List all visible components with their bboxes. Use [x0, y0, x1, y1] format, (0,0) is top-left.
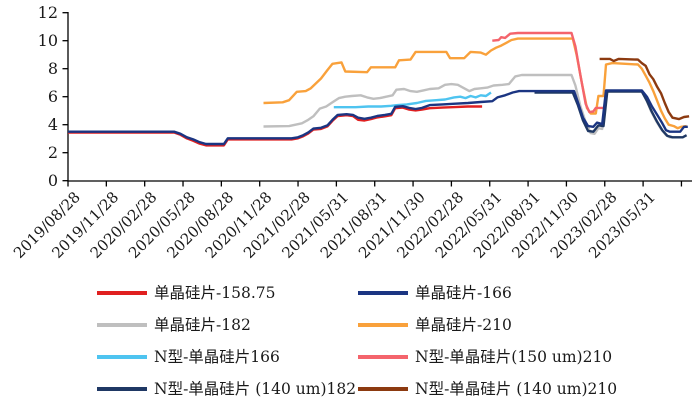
series-line [263, 73, 682, 139]
legend-line-swatch [97, 291, 147, 295]
legend-label: 单晶硅片-210 [415, 316, 512, 334]
y-axis-label: 4 [48, 115, 58, 134]
legend-line-swatch [358, 323, 408, 327]
y-axis-label: 0 [48, 171, 58, 190]
y-axis-label: 6 [48, 87, 58, 106]
y-axis-label: 2 [48, 143, 58, 162]
legend-line-swatch [358, 291, 408, 295]
legend-label: 单晶硅片-158.75 [154, 284, 276, 302]
legend-line-swatch [358, 387, 408, 391]
legend-item: N型-单晶硅片 (140 um)210 [358, 379, 617, 399]
legend-item: N型-单晶硅片(150 um)210 [358, 347, 612, 367]
y-axis-label: 12 [38, 3, 58, 22]
legend-label: N型-单晶硅片 (140 um)210 [415, 380, 618, 398]
legend-line-swatch [97, 323, 147, 327]
legend-label: N型-单晶硅片166 [154, 348, 280, 366]
price-line-chart: 0246810122019/08/282019/11/282020/02/282… [10, 3, 692, 262]
y-axis-label: 10 [38, 31, 58, 50]
legend-line-swatch [358, 355, 408, 359]
series-line [68, 89, 688, 146]
series-line [333, 91, 492, 109]
legend-item: 单晶硅片-210 [358, 315, 512, 335]
legend-item: 单晶硅片-182 [97, 315, 251, 335]
y-axis-label: 8 [48, 59, 58, 78]
legend-item: 单晶硅片-166 [358, 283, 512, 303]
legend-item: N型-单晶硅片 (140 um)182 [97, 379, 356, 399]
series-line [263, 37, 687, 130]
legend-line-swatch [97, 355, 147, 359]
legend-label: 单晶硅片-182 [154, 316, 251, 334]
legend-label: N型-单晶硅片 (140 um)182 [154, 380, 357, 398]
legend-label: 单晶硅片-166 [415, 284, 512, 302]
legend-line-swatch [97, 387, 147, 391]
series-line [599, 57, 690, 121]
legend-item: 单晶硅片-158.75 [97, 283, 275, 303]
legend-label: N型-单晶硅片(150 um)210 [415, 348, 613, 366]
series-line [492, 31, 604, 114]
legend-item: N型-单晶硅片166 [97, 347, 280, 367]
